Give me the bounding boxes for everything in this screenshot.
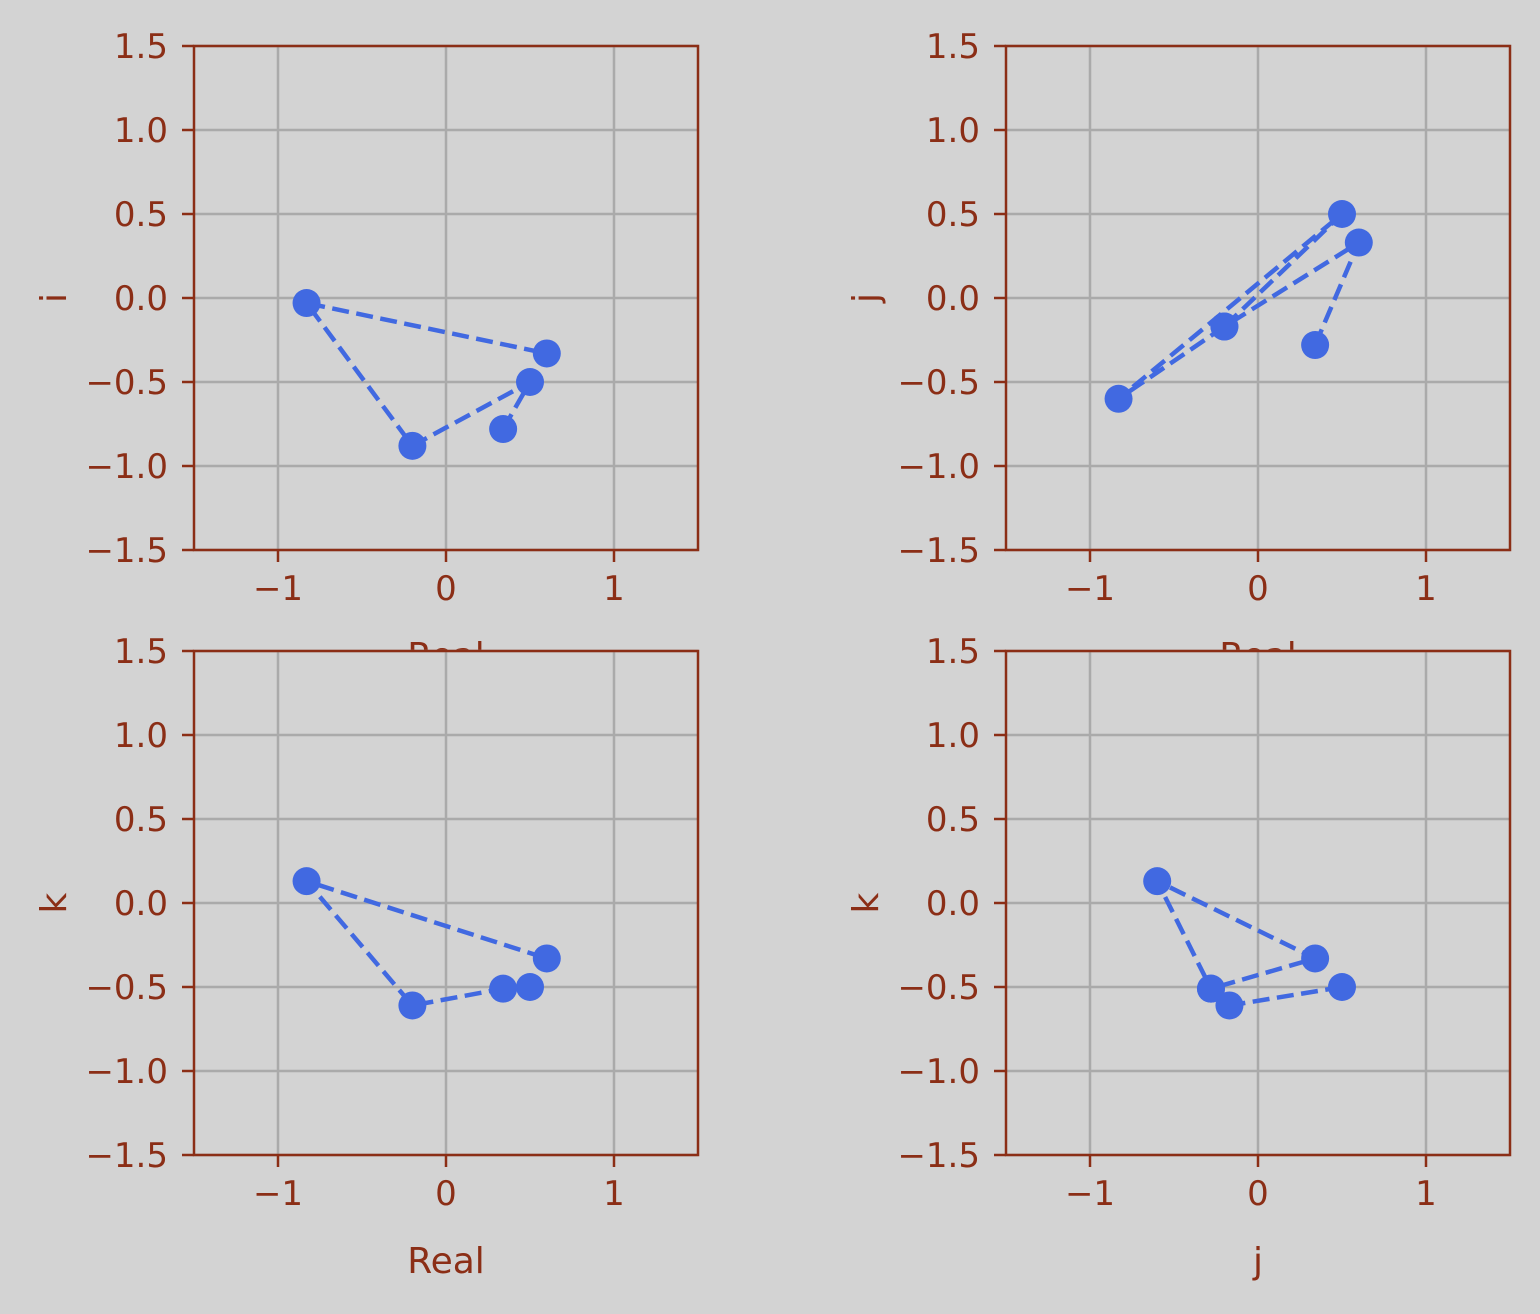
y-tick-label: 0.5 xyxy=(114,800,168,840)
x-axis-label: Real xyxy=(407,1241,485,1282)
y-tick-label: 0.0 xyxy=(114,884,168,924)
data-point xyxy=(1210,312,1239,341)
y-tick-label: 1.5 xyxy=(926,632,980,672)
series-line xyxy=(1154,878,1343,1008)
x-tick-label: 0 xyxy=(435,1174,457,1214)
y-tick-label: −1.5 xyxy=(897,1136,980,1176)
y-axis-label: i xyxy=(34,293,75,303)
y-axis-label: j xyxy=(846,293,887,304)
y-tick-label: 1.0 xyxy=(114,716,168,756)
x-tick-label: −1 xyxy=(1065,569,1115,609)
x-tick-label: 1 xyxy=(603,569,625,609)
y-tick-label: 1.0 xyxy=(114,111,168,151)
data-point xyxy=(292,867,321,896)
y-tick-label: −1.0 xyxy=(85,1052,168,1092)
axes-frame xyxy=(192,44,700,552)
y-tick-label: −1.0 xyxy=(897,1052,980,1092)
data-point xyxy=(1301,331,1330,360)
data-point xyxy=(489,415,518,444)
data-point xyxy=(516,973,544,1001)
y-axis-label: k xyxy=(846,892,887,913)
data-point xyxy=(532,944,561,973)
x-tick-label: −1 xyxy=(253,1174,303,1214)
data-point xyxy=(398,431,427,460)
data-point xyxy=(1104,384,1133,413)
x-tick-label: −1 xyxy=(253,569,303,609)
y-tick-label: 1.5 xyxy=(114,632,168,672)
y-tick-label: −0.5 xyxy=(897,363,980,403)
axes-frame xyxy=(1004,44,1512,552)
y-tick-label: −0.5 xyxy=(85,968,168,1008)
x-tick-label: 0 xyxy=(1247,1174,1269,1214)
y-tick-label: 0.0 xyxy=(926,884,980,924)
y-tick-label: 0.5 xyxy=(926,195,980,235)
data-point xyxy=(1344,228,1373,257)
y-tick-label: −1.0 xyxy=(85,447,168,487)
data-point xyxy=(1328,973,1356,1001)
y-tick-label: 1.0 xyxy=(926,716,980,756)
y-tick-label: −1.5 xyxy=(85,1136,168,1176)
data-point xyxy=(1215,991,1244,1020)
y-tick-label: −1.5 xyxy=(897,531,980,571)
y-axis-label: k xyxy=(34,892,75,913)
data-point xyxy=(1196,974,1225,1003)
data-point xyxy=(292,289,321,318)
grid xyxy=(1006,44,1510,552)
data-point xyxy=(1143,867,1172,896)
y-tick-label: −1.5 xyxy=(85,531,168,571)
data-point xyxy=(398,991,427,1020)
y-tick-label: 0.0 xyxy=(114,279,168,319)
y-tick-label: 0.0 xyxy=(926,279,980,319)
series xyxy=(292,867,561,1020)
y-tick-label: −0.5 xyxy=(897,968,980,1008)
data-point xyxy=(1301,944,1330,973)
y-tick-label: −0.5 xyxy=(85,363,168,403)
data-point xyxy=(489,974,518,1003)
axes-frame xyxy=(1004,649,1512,1157)
series xyxy=(1104,200,1373,413)
y-tick-label: 1.0 xyxy=(926,111,980,151)
y-tick-label: 1.5 xyxy=(114,27,168,67)
y-tick-label: 0.5 xyxy=(114,195,168,235)
x-tick-label: 0 xyxy=(435,569,457,609)
subplot-grid: −1 0 1 1.5 1.0 0.5 0.0 −0.5 −1.0 −1.5 Real i −1 0 1 1.5… xyxy=(34,27,1512,1282)
grid xyxy=(194,649,698,1157)
x-tick-label: 1 xyxy=(1415,569,1437,609)
x-tick-label: 0 xyxy=(1247,569,1269,609)
axes-frame xyxy=(192,649,700,1157)
x-tick-label: 1 xyxy=(603,1174,625,1214)
data-point xyxy=(532,339,561,368)
x-tick-label: −1 xyxy=(1065,1174,1115,1214)
x-axis-label: j xyxy=(1252,1241,1263,1282)
x-tick-label: 1 xyxy=(1415,1174,1437,1214)
subplot-4: −1 0 1 1.5 1.0 0.5 0.0 −0.5 −1.0 −1.5 j k xyxy=(846,632,1512,1282)
y-tick-label: 1.5 xyxy=(926,27,980,67)
series xyxy=(292,289,561,460)
series-line xyxy=(1116,211,1362,402)
series xyxy=(1143,867,1356,1020)
subplot-3: −1 0 1 1.5 1.0 0.5 0.0 −0.5 −1.0 −1.5 Real k xyxy=(34,632,700,1282)
y-tick-label: 0.5 xyxy=(926,800,980,840)
y-tick-label: −1.0 xyxy=(897,447,980,487)
data-point xyxy=(516,368,544,396)
data-point xyxy=(1328,200,1356,228)
